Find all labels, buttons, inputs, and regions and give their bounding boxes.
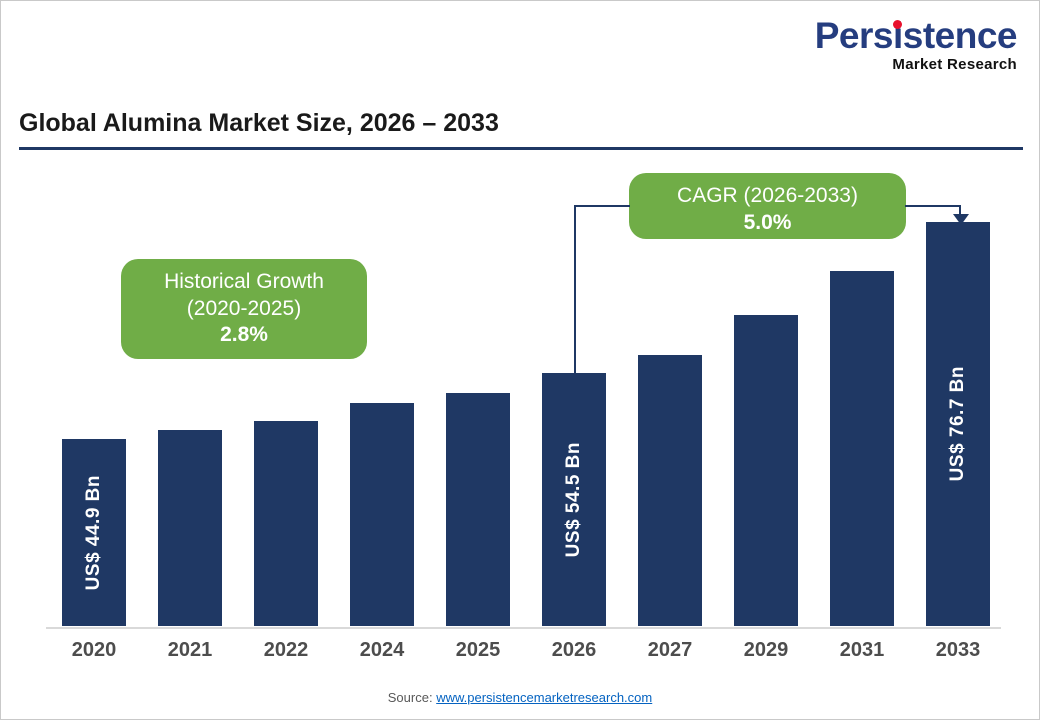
bar-2029 [734, 315, 798, 626]
bar-chart: US$ 44.9 Bn US$ 54.5 Bn US$ 76.7 Bn [62, 222, 990, 626]
historical-growth-value: 2.8% [220, 323, 268, 347]
cagr-connector-vertical-left [574, 205, 576, 375]
historical-growth-line2: (2020-2025) [186, 296, 302, 320]
cagr-connector-horizontal-left [574, 205, 630, 207]
source-link[interactable]: www.persistencemarketresearch.com [436, 690, 653, 705]
x-axis-label-2022: 2022 [263, 639, 309, 661]
x-axis-baseline [46, 627, 1001, 629]
logo-text-post: stence [902, 15, 1018, 56]
historical-growth-line1: Historical Growth [164, 270, 324, 293]
x-axis-label-2021: 2021 [167, 639, 213, 661]
historical-growth-annotation: Historical Growth (2020-2025) 2.8% [121, 259, 367, 359]
persistence-logo: Persistence Market Research [814, 15, 1018, 73]
bar-2033: US$ 76.7 Bn [926, 222, 990, 626]
x-axis-label-2020: 2020 [71, 639, 117, 661]
bar-2025 [446, 393, 510, 626]
cagr-connector-horizontal-right [905, 205, 960, 207]
title-underline-rule [19, 147, 1023, 150]
bar-2024 [350, 403, 414, 626]
bar-2020: US$ 44.9 Bn [62, 439, 126, 626]
x-axis-label-2025: 2025 [455, 639, 501, 661]
cagr-arrowhead-icon [953, 214, 969, 225]
cagr-line1: CAGR (2026-2033) [677, 184, 858, 207]
bar-2027 [638, 355, 702, 626]
bar-value-label-2033: US$ 76.7 Bn [947, 366, 968, 482]
cagr-connector-vertical-right [959, 205, 961, 215]
bar-2022 [254, 421, 318, 626]
source-line: Source: www.persistencemarketresearch.co… [1, 690, 1039, 705]
x-axis-label-2027: 2027 [647, 639, 693, 661]
bar-2026: US$ 54.5 Bn [542, 373, 606, 626]
logo-text-pre: Pers [814, 15, 894, 56]
logo-subtitle: Market Research [892, 56, 1017, 73]
cagr-annotation: CAGR (2026-2033) 5.0% [629, 173, 906, 239]
bar-2031 [830, 271, 894, 626]
bar-value-label-2026: US$ 54.5 Bn [563, 441, 584, 558]
cagr-value: 5.0% [743, 211, 792, 235]
x-axis-label-2024: 2024 [359, 639, 405, 661]
logo-red-dot-i: i [892, 15, 903, 56]
bar-value-label-2020: US$ 44.9 Bn [83, 474, 104, 591]
bar-2021 [158, 430, 222, 626]
logo-wordmark: Persistence [814, 15, 1018, 56]
x-axis-label-2029: 2029 [743, 639, 789, 661]
x-axis-label-2026: 2026 [551, 639, 597, 661]
x-axis-labels: 2020 2021 2022 2024 2025 2026 2027 2029 2031 2033 [62, 639, 990, 662]
x-axis-label-2033: 2033 [935, 639, 981, 661]
x-axis-label-2031: 2031 [839, 639, 885, 661]
chart-title: Global Alumina Market Size, 2026 – 2033 [19, 109, 499, 137]
source-prefix: Source: [387, 690, 433, 705]
